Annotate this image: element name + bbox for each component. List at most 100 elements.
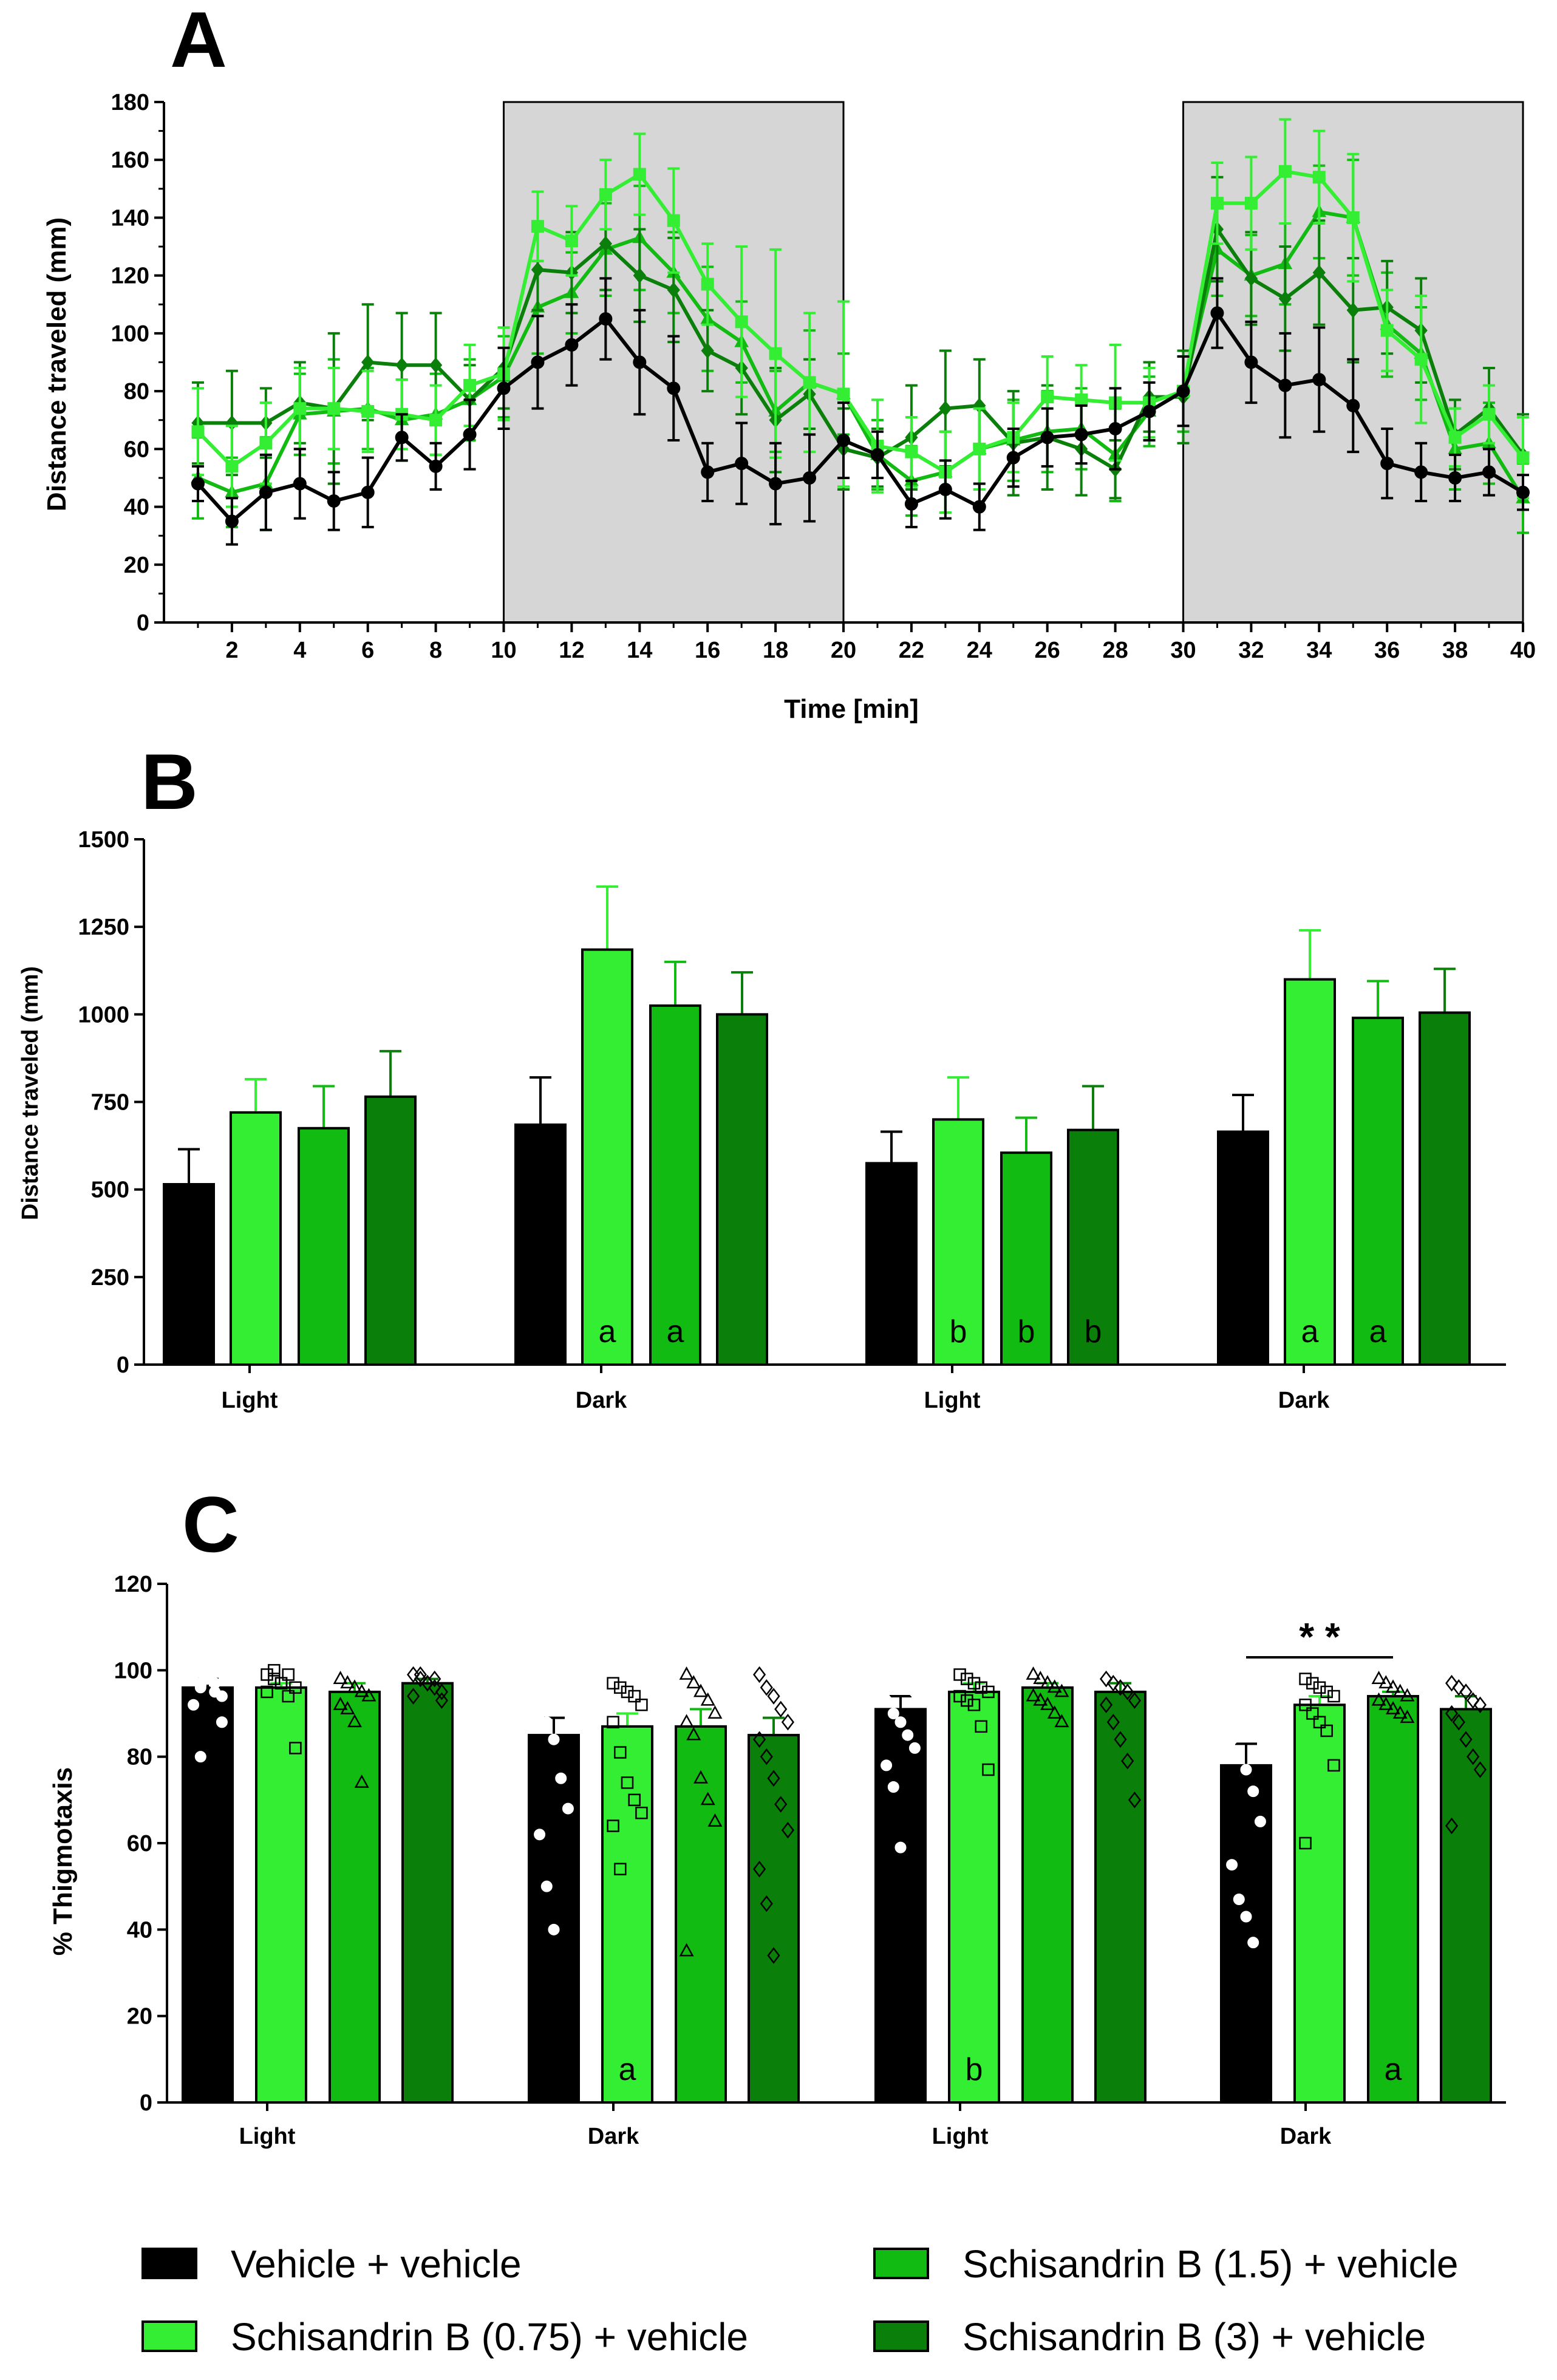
individual-point-schis_3 [1467, 1692, 1480, 1709]
y-tick-label: 100 [111, 321, 149, 347]
bar-group-schis_15 [298, 1085, 350, 1366]
bar-vehicle [874, 1708, 927, 2104]
y-tick-label: 0 [117, 1352, 129, 1378]
legend-item-schis-3: Schisandrin B (3) + vehicle [873, 2315, 1426, 2359]
data-point-schis_075 [565, 234, 578, 248]
bar-group-schis_15: a [1367, 1671, 1419, 2104]
individual-point-schis_075 [635, 1806, 648, 1819]
legend-label-schis-3: Schisandrin B (3) + vehicle [962, 2315, 1426, 2359]
individual-point-schis_3 [406, 1688, 420, 1705]
individual-point-schis_075 [282, 1690, 295, 1703]
individual-point-schis_15 [1400, 1688, 1415, 1702]
individual-point-schis_15 [333, 1671, 348, 1685]
data-point-vehicle [1244, 355, 1258, 369]
individual-point-schis_3 [1452, 1713, 1465, 1731]
bar-group-schis_075 [255, 1664, 307, 2104]
significance-letter: a [1301, 1314, 1319, 1349]
x-tick-label: 20 [831, 638, 856, 663]
individual-point-schis_075 [274, 1677, 288, 1690]
bar-schis_075 [1293, 1703, 1346, 2104]
y-tick-label: 0 [137, 610, 149, 636]
y-tick-label: 40 [127, 1917, 152, 1943]
significance-stars: * * [1299, 1615, 1340, 1659]
x-tick-label: 22 [899, 638, 924, 663]
individual-point-schis_3 [767, 1770, 780, 1787]
category-label-dark: Dark [588, 2124, 639, 2149]
individual-point-vehicle [209, 1677, 221, 1690]
individual-point-schis_3 [1445, 1705, 1459, 1722]
panel-c-bars: a b a * * [182, 1615, 1492, 2104]
individual-point-schis_3 [774, 1796, 788, 1813]
individual-point-vehicle [548, 1733, 560, 1745]
data-point-schis_3 [667, 282, 680, 298]
data-point-vehicle [1448, 471, 1462, 485]
bar-schis_075 [581, 948, 633, 1366]
individual-point-schis_3 [752, 1731, 766, 1748]
individual-point-schis_3 [760, 1895, 773, 1912]
individual-point-vehicle [887, 1708, 899, 1719]
individual-point-schis_075 [628, 1690, 641, 1703]
data-point-schis_075 [769, 347, 782, 360]
individual-point-schis_075 [1327, 1759, 1340, 1772]
individual-point-vehicle [548, 1682, 560, 1694]
data-point-schis_075 [1244, 197, 1258, 210]
individual-point-schis_075 [953, 1668, 966, 1681]
individual-point-schis_075 [614, 1746, 627, 1759]
bar-schis_15 [1000, 1151, 1052, 1366]
individual-point-schis_3 [1121, 1753, 1134, 1770]
individual-point-vehicle [1226, 1859, 1238, 1871]
significance-letter: b [1085, 1314, 1102, 1349]
bar-vehicle [514, 1123, 567, 1366]
individual-point-schis_15 [1047, 1705, 1062, 1719]
y-tick-label: 80 [127, 1745, 152, 1770]
individual-point-schis_15 [686, 1675, 701, 1689]
data-point-schis_075 [429, 414, 443, 427]
data-point-vehicle [633, 355, 647, 369]
data-point-vehicle [1380, 457, 1394, 471]
data-point-vehicle [1312, 373, 1326, 387]
individual-point-vehicle [188, 1699, 200, 1711]
data-point-vehicle [870, 448, 884, 462]
data-point-vehicle [293, 477, 307, 491]
individual-point-schis_15 [361, 1688, 376, 1702]
data-point-vehicle [701, 465, 715, 479]
individual-point-schis_3 [1459, 1731, 1473, 1748]
data-point-schis_3 [599, 236, 613, 252]
x-tick-label: 34 [1306, 638, 1332, 663]
legend-swatch-schis-3 [873, 2320, 929, 2352]
panel-c-axes: 0 20 40 60 80 100 120 Light Dark Light Dark [114, 1572, 1506, 2149]
bar-schis_15 [1021, 1686, 1074, 2104]
individual-point-schis_075 [268, 1672, 281, 1685]
panel-c-bar-chart: C % Thigmotaxis 0 20 40 60 80 100 120 Light Dark… [48, 1480, 1506, 2149]
panel-a-letter: A [170, 0, 227, 84]
individual-point-schis_075 [289, 1681, 302, 1694]
significance-letter: a [1385, 2052, 1402, 2087]
individual-point-vehicle [894, 1668, 907, 1680]
bar-group-schis_3 [401, 1666, 454, 2104]
individual-point-vehicle [534, 1708, 546, 1719]
individual-point-schis_15 [1040, 1696, 1055, 1710]
individual-point-schis_15 [700, 1692, 715, 1706]
data-point-schis_3 [531, 262, 545, 278]
bar-group-vehicle [865, 1130, 918, 1366]
bar-group-schis_075: a [1284, 929, 1336, 1366]
individual-point-schis_3 [752, 1666, 766, 1683]
bar-schis_15 [1367, 1695, 1419, 2104]
individual-point-schis_15 [1385, 1700, 1401, 1714]
bar-group-vehicle [874, 1668, 927, 2104]
individual-point-schis_075 [953, 1690, 966, 1703]
individual-point-schis_075 [1299, 1699, 1312, 1711]
individual-point-schis_3 [1114, 1731, 1127, 1748]
bar-vehicle [528, 1734, 580, 2104]
individual-point-schis_15 [1040, 1675, 1055, 1689]
x-tick-label: 2 [225, 638, 238, 663]
bar-group-schis_3 [748, 1666, 800, 2104]
individual-point-schis_15 [679, 1943, 694, 1957]
data-point-vehicle [429, 459, 443, 473]
individual-point-vehicle [555, 1690, 567, 1702]
y-tick-label: 160 [111, 148, 149, 173]
data-point-vehicle [769, 477, 783, 491]
individual-point-schis_075 [621, 1776, 634, 1789]
data-point-vehicle [972, 500, 986, 514]
